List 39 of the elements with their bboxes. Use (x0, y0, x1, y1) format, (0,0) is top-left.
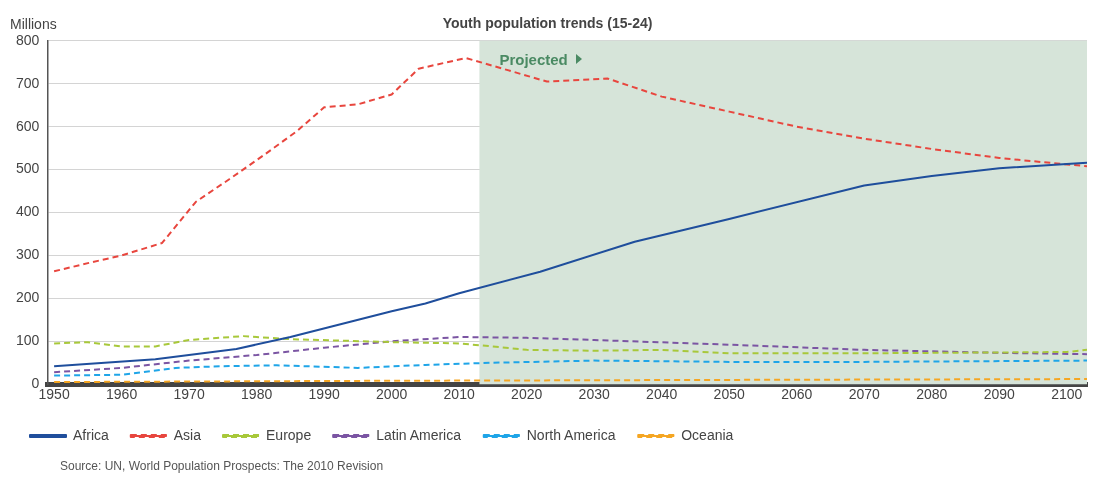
x-tick-label: 2090 (983, 386, 1016, 403)
x-tick-label: 1980 (241, 386, 273, 403)
y-tick-label: 700 (16, 74, 40, 91)
x-tick-label: 2010 (443, 386, 475, 403)
y-tick-label: 500 (16, 160, 40, 177)
y-axis-title: Millions (10, 16, 57, 32)
y-tick-label: 300 (16, 246, 40, 263)
line-series (53, 335, 1087, 355)
y-tick-label: 400 (16, 203, 40, 220)
legend-label: Europe (266, 426, 312, 443)
x-tick-label: 1990 (308, 386, 340, 403)
band-label: Projected (499, 50, 568, 68)
x-tick-label: 1970 (173, 386, 205, 403)
x-tick-label: 2000 (376, 386, 408, 403)
line-series (53, 335, 1087, 374)
legend-label: Oceania (681, 426, 734, 443)
line-series (53, 56, 1087, 273)
legend-label: Asia (173, 426, 202, 443)
legend-label: Latin America (376, 426, 462, 443)
y-tick-label: 100 (16, 332, 40, 349)
x-tick-label: 2100 (1051, 386, 1083, 403)
y-tick-label: 800 (16, 31, 40, 48)
y-tick-label: 600 (16, 117, 40, 134)
x-tick-label: 2060 (781, 386, 813, 403)
x-tick-label: 2040 (646, 386, 678, 403)
chart-title: Youth population trends (15-24) (442, 15, 653, 32)
source-note: Source: UN, World Population Prospects: The 2010 Revision (60, 459, 385, 473)
legend-label: North America (526, 426, 616, 443)
x-tick-label: 2070 (848, 386, 880, 403)
line-series (53, 359, 1087, 377)
legend-label: Africa (73, 426, 109, 443)
x-tick-label: 1960 (106, 386, 138, 403)
x-tick-label: 2080 (916, 386, 948, 403)
x-tick-label: 2020 (511, 386, 543, 403)
y-tick-label: 0 (31, 375, 40, 392)
y-tick-label: 200 (16, 289, 40, 306)
x-tick-label: 1950 (38, 386, 70, 403)
x-tick-label: 2030 (578, 386, 610, 403)
x-tick-label: 2050 (713, 386, 745, 403)
